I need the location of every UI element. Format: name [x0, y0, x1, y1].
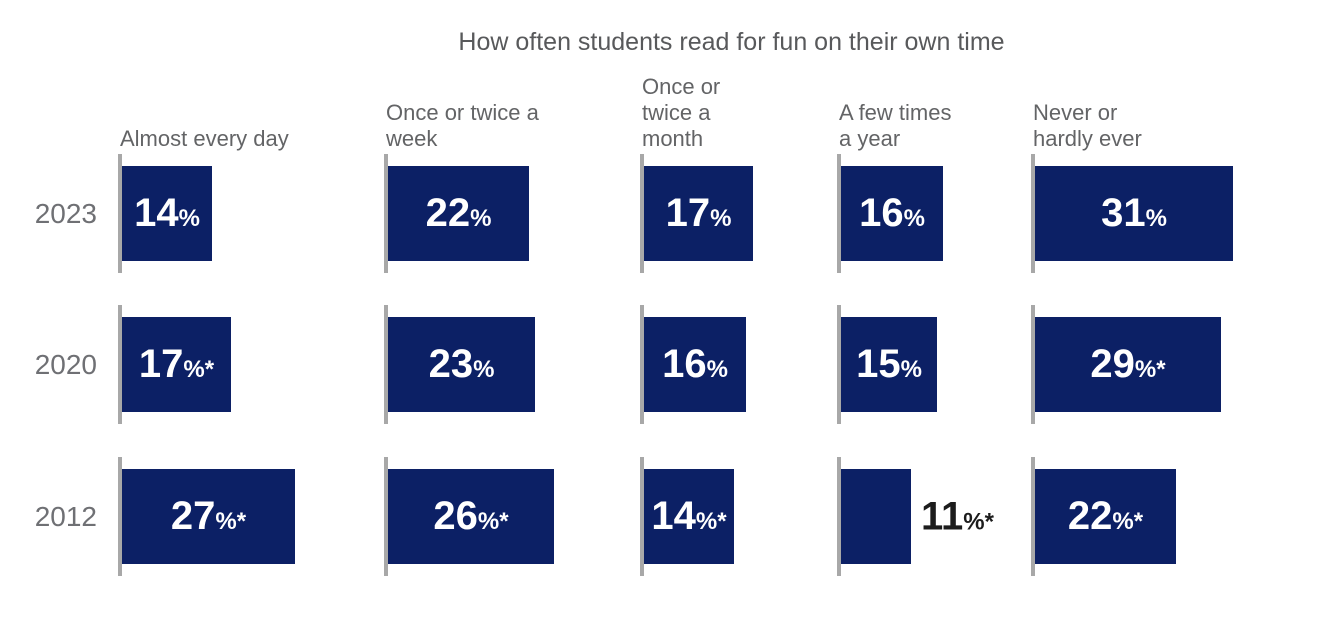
bar: 11%*	[841, 469, 994, 564]
bar-value-label: 14%*	[651, 494, 726, 539]
bar: 16%	[841, 166, 943, 261]
bar: 17%	[644, 166, 753, 261]
bar-value-label: 29%*	[1090, 342, 1165, 387]
bar-value-suffix: %	[470, 205, 492, 232]
year-label: 2012	[34, 500, 97, 532]
column-header: Almost every day	[120, 126, 289, 151]
bar: 14%	[122, 166, 212, 261]
bar-value-number: 26	[433, 494, 478, 538]
bar-value-number: 22	[425, 191, 471, 235]
bar-value-suffix: %*	[963, 508, 994, 535]
axis-tick	[1031, 457, 1035, 576]
column-header: Once or twice a month	[642, 74, 721, 151]
axis-tick	[640, 154, 644, 273]
bar: 29%*	[1035, 317, 1221, 412]
chart-title: How often students read for fun on their…	[458, 28, 1005, 56]
bar: 31%	[1035, 166, 1233, 261]
bar-value-suffix: %*	[1112, 508, 1144, 535]
bar-value-label: 22%	[426, 191, 492, 236]
year-label: 2023	[34, 197, 97, 229]
bar-value-label: 15%	[856, 342, 922, 387]
axis-tick	[837, 305, 841, 424]
bar-value-number: 29	[1090, 342, 1135, 386]
bar-value-label: 22%*	[1068, 494, 1143, 539]
axis-tick	[1031, 154, 1035, 273]
bar: 26%*	[388, 469, 554, 564]
bar-value-number: 16	[662, 342, 707, 386]
bar-value-suffix: %*	[215, 508, 247, 535]
bar-value-label: 17%*	[139, 342, 214, 387]
bar-value-number: 31	[1101, 191, 1146, 235]
bar-value-number: 23	[428, 342, 474, 386]
bar: 22%*	[1035, 469, 1176, 564]
bar-value-number: 27	[170, 494, 216, 538]
bar: 22%	[388, 166, 529, 261]
bar-value-number: 11	[921, 494, 964, 538]
bar-value-number: 22	[1067, 494, 1113, 538]
axis-tick	[384, 457, 388, 576]
bar-value-label: 26%*	[433, 494, 508, 539]
bar: 23%	[388, 317, 535, 412]
bar-value-suffix: %	[903, 205, 925, 232]
bar-value-label: 11%*	[921, 494, 994, 539]
axis-tick	[837, 154, 841, 273]
bar-value-suffix: %*	[477, 508, 509, 535]
bar: 14%*	[644, 469, 734, 564]
axis-tick	[837, 457, 841, 576]
bar-value-label: 31%	[1101, 191, 1167, 236]
axis-tick	[118, 457, 122, 576]
bar-value-suffix: %	[710, 205, 732, 232]
year-label: 2020	[34, 348, 97, 380]
bar-value-label: 27%*	[171, 494, 246, 539]
axis-tick	[640, 457, 644, 576]
bar-value-number: 14	[651, 494, 696, 538]
bar-value-label: 23%	[429, 342, 495, 387]
column-header: A few times a year	[839, 100, 952, 151]
bar-value-label: 16%	[859, 191, 925, 236]
bar-value-suffix: %*	[183, 356, 215, 383]
bar-value-number: 17	[665, 191, 711, 235]
bar-value-label: 17%	[666, 191, 732, 236]
bar: 17%*	[122, 317, 231, 412]
axis-tick	[118, 305, 122, 424]
bar: 15%	[841, 317, 937, 412]
bar-value-label: 14%	[134, 191, 200, 236]
bar-value-suffix: %	[900, 356, 922, 383]
bar-value-suffix: %	[178, 205, 200, 232]
bar: 16%	[644, 317, 746, 412]
axis-tick	[1031, 305, 1035, 424]
bar-value-suffix: %*	[695, 508, 727, 535]
axis-tick	[384, 305, 388, 424]
axis-tick	[118, 154, 122, 273]
bar-value-suffix: %	[473, 356, 495, 383]
bar-value-suffix: %*	[1134, 356, 1166, 383]
bar: 27%*	[122, 469, 295, 564]
axis-tick	[384, 154, 388, 273]
bar-value-number: 16	[859, 191, 904, 235]
bar-value-number: 15	[856, 342, 901, 386]
column-header: Never or hardly ever	[1033, 100, 1142, 151]
bar-value-suffix: %	[1145, 205, 1167, 232]
bar-value-label: 16%	[662, 342, 728, 387]
bar-value-number: 14	[134, 191, 179, 235]
column-header: Once or twice a week	[386, 100, 539, 151]
bar-value-number: 17	[138, 342, 184, 386]
bar-value-suffix: %	[706, 356, 728, 383]
axis-tick	[640, 305, 644, 424]
